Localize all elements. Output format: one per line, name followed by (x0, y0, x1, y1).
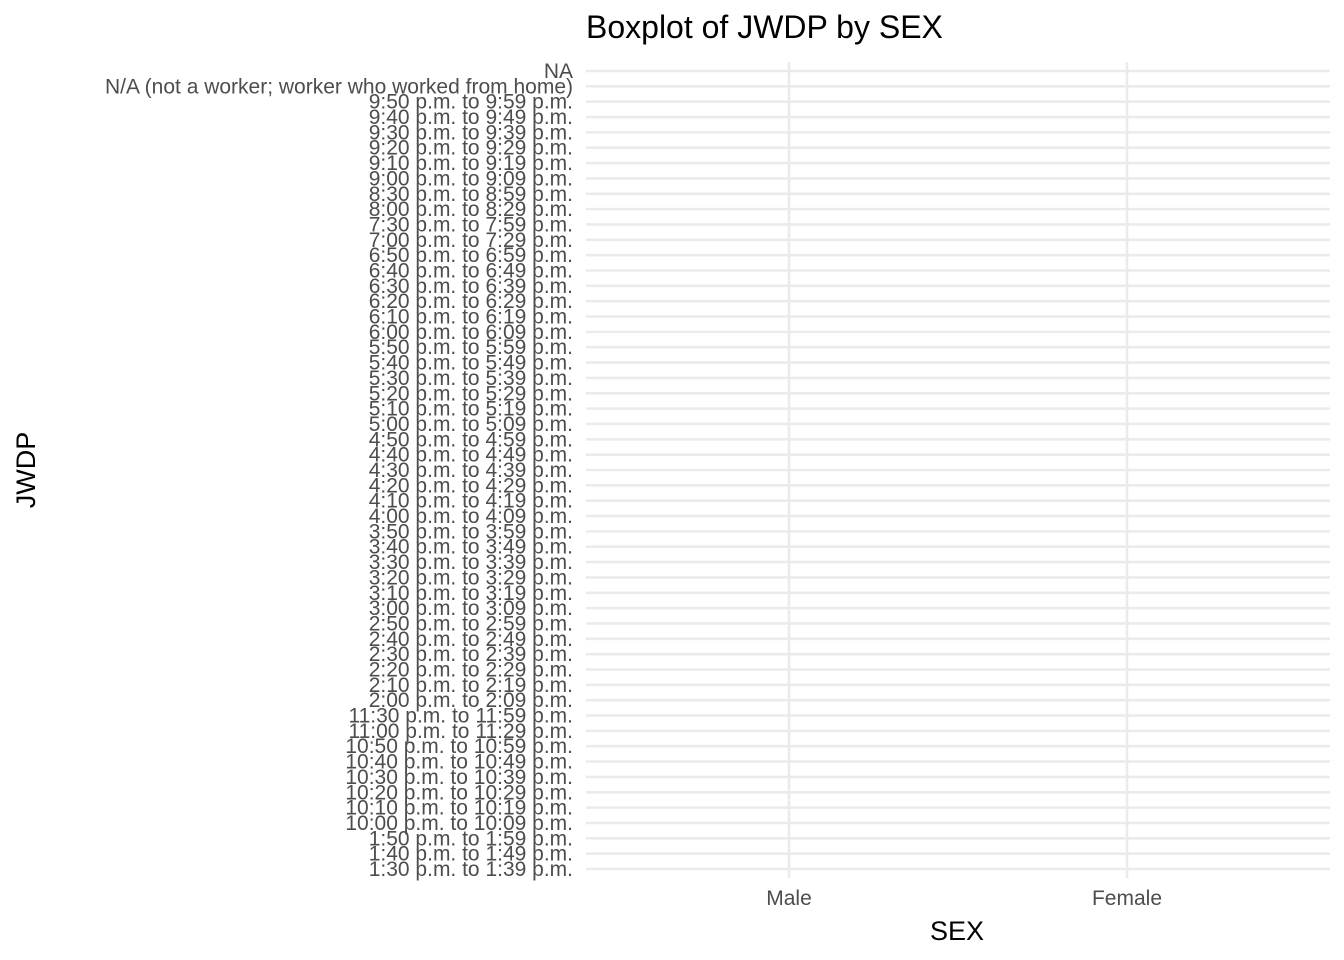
y-tick-label: 2:20 p.m. to 2:29 p.m. (369, 659, 573, 682)
y-tick-label: 6:00 p.m. to 6:09 p.m. (369, 321, 573, 344)
y-tick-label: 9:40 p.m. to 9:49 p.m. (369, 106, 573, 129)
y-tick-label: 6:30 p.m. to 6:39 p.m. (369, 275, 573, 298)
y-tick-label: 11:00 p.m. to 11:29 p.m. (348, 720, 573, 743)
y-tick-label: 3:10 p.m. to 3:19 p.m. (369, 582, 573, 605)
y-tick-label: 4:40 p.m. to 4:49 p.m. (369, 444, 573, 467)
y-tick-label: 7:00 p.m. to 7:29 p.m. (369, 229, 573, 252)
y-tick-label: 3:30 p.m. to 3:39 p.m. (369, 551, 573, 574)
y-tick-label: 10:50 p.m. to 10:59 p.m. (345, 735, 573, 758)
y-tick-label: 9:00 p.m. to 9:09 p.m. (369, 167, 573, 190)
y-axis-title: JWDP (11, 432, 41, 509)
y-tick-label: 5:00 p.m. to 5:09 p.m. (369, 413, 573, 436)
chart-title: Boxplot of JWDP by SEX (586, 9, 943, 45)
y-tick-label: 5:20 p.m. to 5:29 p.m. (369, 382, 573, 405)
y-tick-label: 9:50 p.m. to 9:59 p.m. (369, 91, 573, 114)
y-tick-label: 9:30 p.m. to 9:39 p.m. (369, 121, 573, 144)
y-tick-label: 10:20 p.m. to 10:29 p.m. (345, 781, 573, 804)
y-tick-label: 3:40 p.m. to 3:49 p.m. (369, 536, 573, 559)
y-tick-label: 1:30 p.m. to 1:39 p.m. (369, 858, 573, 881)
y-tick-label: 2:40 p.m. to 2:49 p.m. (369, 628, 573, 651)
y-tick-label: 5:30 p.m. to 5:39 p.m. (369, 367, 573, 390)
y-tick-label: 10:10 p.m. to 10:19 p.m. (345, 797, 573, 820)
y-tick-label: NA (544, 60, 573, 83)
y-tick-label: 6:20 p.m. to 6:29 p.m. (369, 290, 573, 313)
x-tick-label: Female (1092, 887, 1162, 910)
y-tick-label: 9:20 p.m. to 9:29 p.m. (369, 137, 573, 160)
y-tick-label: 7:30 p.m. to 7:59 p.m. (369, 213, 573, 236)
y-tick-label: 4:00 p.m. to 4:09 p.m. (369, 505, 573, 528)
y-tick-label: 3:00 p.m. to 3:09 p.m. (369, 597, 573, 620)
y-tick-label: 6:40 p.m. to 6:49 p.m. (369, 260, 573, 283)
y-tick-label: 6:10 p.m. to 6:19 p.m. (369, 306, 573, 329)
y-tick-label: 6:50 p.m. to 6:59 p.m. (369, 244, 573, 267)
y-tick-label: 5:10 p.m. to 5:19 p.m. (369, 398, 573, 421)
horizontal-gridlines (586, 69, 1330, 871)
vertical-gridlines (787, 62, 1129, 878)
y-tick-label: 3:20 p.m. to 3:29 p.m. (369, 566, 573, 589)
y-tick-label: 2:00 p.m. to 2:09 p.m. (369, 689, 573, 712)
y-tick-label: 1:50 p.m. to 1:59 p.m. (369, 827, 573, 850)
y-tick-label: 10:00 p.m. to 10:09 p.m. (345, 812, 573, 835)
y-tick-label: 4:30 p.m. to 4:39 p.m. (369, 459, 573, 482)
y-tick-label: 11:30 p.m. to 11:59 p.m. (348, 705, 573, 728)
y-tick-label: N/A (not a worker; worker who worked fro… (105, 75, 573, 98)
y-tick-label: 10:40 p.m. to 10:49 p.m. (345, 751, 573, 774)
y-tick-label: 8:00 p.m. to 8:29 p.m. (369, 198, 573, 221)
y-tick-label: 4:20 p.m. to 4:29 p.m. (369, 474, 573, 497)
y-tick-label: 2:30 p.m. to 2:39 p.m. (369, 643, 573, 666)
y-tick-label: 1:40 p.m. to 1:49 p.m. (369, 843, 573, 866)
y-axis-tick-labels: 1:30 p.m. to 1:39 p.m.1:40 p.m. to 1:49 … (105, 60, 573, 881)
y-tick-label: 2:50 p.m. to 2:59 p.m. (369, 612, 573, 635)
y-tick-label: 4:50 p.m. to 4:59 p.m. (369, 428, 573, 451)
x-axis-tick-labels: Male Female (766, 887, 1162, 910)
y-tick-label: 4:10 p.m. to 4:19 p.m. (369, 490, 573, 513)
y-tick-label: 8:30 p.m. to 8:59 p.m. (369, 183, 573, 206)
x-tick-label: Male (766, 887, 812, 910)
y-tick-label: 2:10 p.m. to 2:19 p.m. (369, 674, 573, 697)
y-tick-label: 5:40 p.m. to 5:49 p.m. (369, 352, 573, 375)
x-axis-title: SEX (930, 916, 984, 946)
y-tick-label: 3:50 p.m. to 3:59 p.m. (369, 520, 573, 543)
y-tick-label: 10:30 p.m. to 10:39 p.m. (345, 766, 573, 789)
y-tick-label: 5:50 p.m. to 5:59 p.m. (369, 336, 573, 359)
y-tick-label: 9:10 p.m. to 9:19 p.m. (369, 152, 573, 175)
